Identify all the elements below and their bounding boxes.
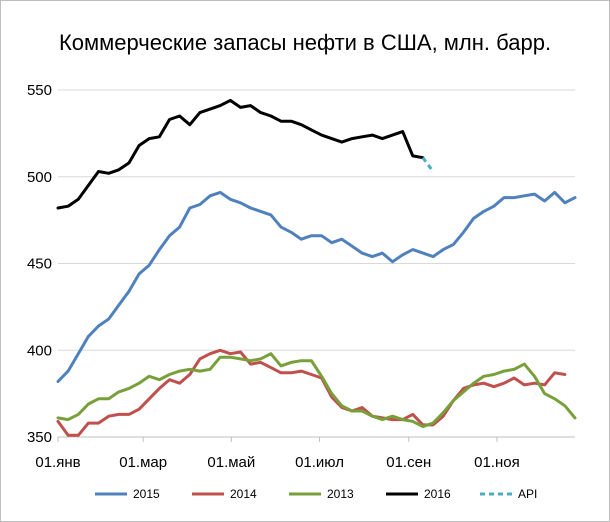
legend: 2015 2014 2013 2016 API <box>95 487 537 501</box>
series-line-2014 <box>56 348 567 437</box>
y-axis-tick-labels: 350 400 450 500 550 <box>27 82 52 446</box>
legend-label-2013: 2013 <box>327 487 354 501</box>
series-line-2013 <box>56 352 577 429</box>
series-line-api <box>421 156 435 173</box>
x-tick-label: 01.мар <box>119 454 167 471</box>
legend-label-2015: 2015 <box>133 487 160 501</box>
legend-label-2016: 2016 <box>424 487 451 501</box>
series-lines <box>56 98 577 437</box>
y-tick-label: 450 <box>27 256 52 273</box>
x-tick-label: 01.ноя <box>474 454 520 471</box>
series-line-2016 <box>56 98 425 210</box>
gridlines <box>58 89 575 438</box>
legend-label-api: API <box>518 487 537 501</box>
y-tick-label: 500 <box>27 169 52 186</box>
y-tick-label: 350 <box>27 429 52 446</box>
y-tick-label: 400 <box>27 342 52 359</box>
x-tick-label: 01.сен <box>386 454 431 471</box>
y-tick-label: 550 <box>27 82 52 99</box>
series-line-2015 <box>56 190 577 383</box>
legend-label-2014: 2014 <box>230 487 257 501</box>
chart-title: Коммерческие запасы нефти в США, млн. ба… <box>59 30 551 55</box>
x-axis-tick-labels: 01.янв 01.мар 01.май 01.июл 01.сен 01.ноя <box>35 437 520 471</box>
x-tick-label: 01.янв <box>35 454 80 471</box>
x-tick-label: 01.май <box>207 454 255 471</box>
x-tick-label: 01.июл <box>295 454 344 471</box>
